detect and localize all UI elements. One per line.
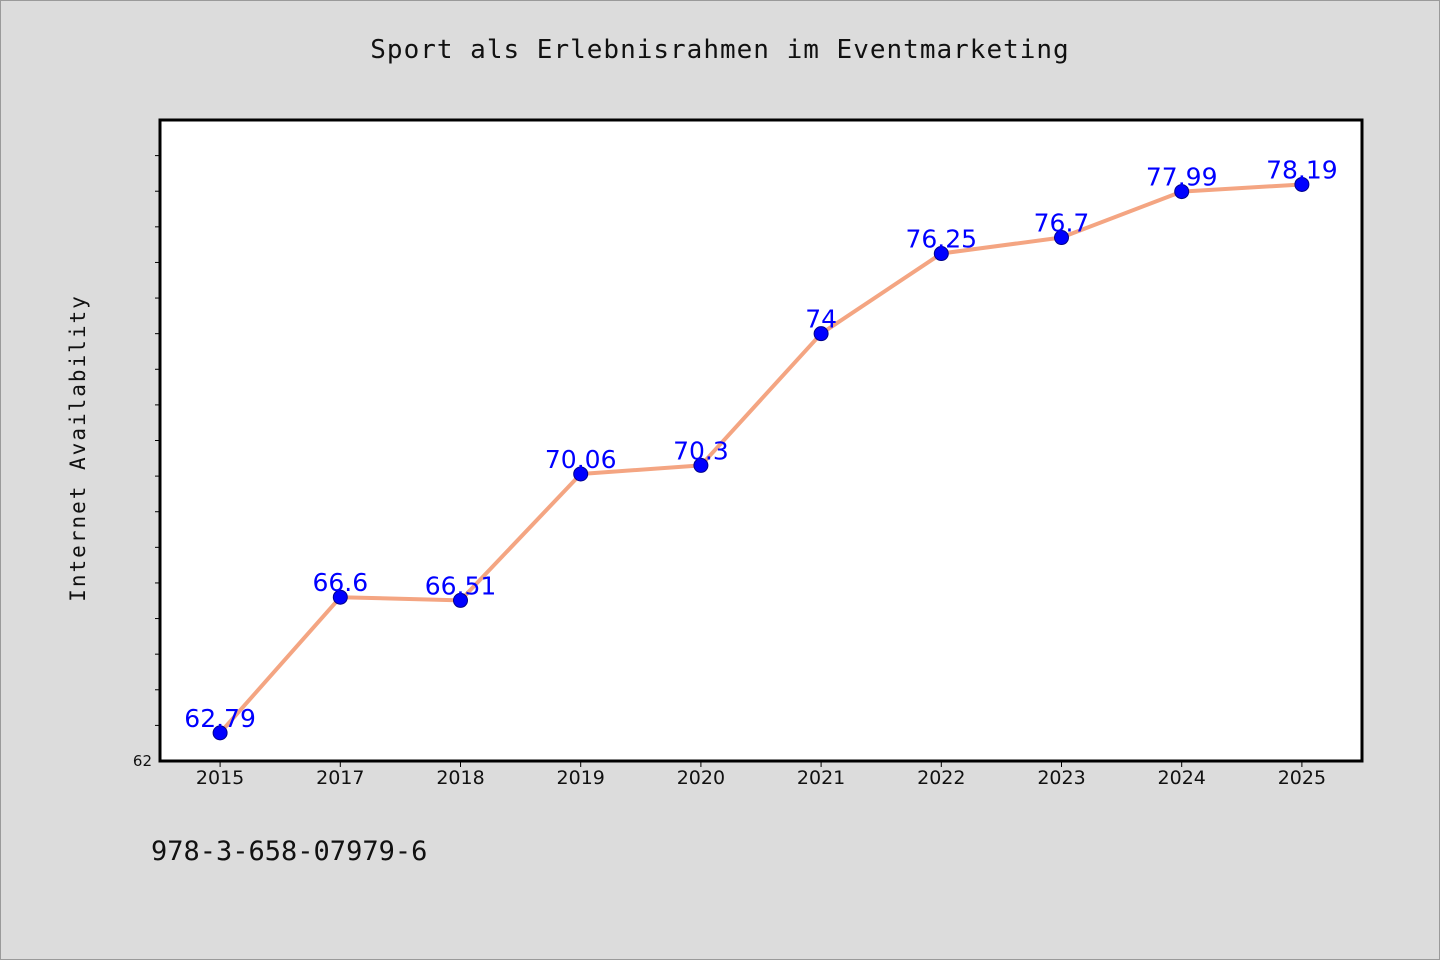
x-tick-label: 2018 [436,767,484,789]
data-label: 76.7 [1034,209,1090,238]
data-point [1054,230,1069,246]
data-label: 66.6 [312,568,368,597]
data-label: 76.25 [906,225,978,254]
data-label: 66.51 [425,571,497,600]
x-tick-label: 2017 [316,767,364,789]
data-point [453,592,468,608]
data-point [573,466,589,482]
chart-title: Sport als Erlebnisrahmen im Eventmarketi… [370,35,1070,65]
data-point [1174,184,1190,200]
data-label: 78.19 [1266,155,1338,184]
x-tick-label: 2019 [557,767,605,789]
x-tick-label: 2022 [917,767,965,789]
data-label: 70.06 [545,445,617,474]
data-label: 77.99 [1146,163,1218,192]
data-label: 70.3 [673,436,729,465]
x-tick-label: 2025 [1278,767,1326,789]
isbn-footer: 978-3-658-07979-6 [151,836,428,867]
series-line [218,182,1303,735]
x-tick-label: 2024 [1158,767,1206,789]
data-point [933,246,949,262]
x-tick-label: 2020 [677,767,725,789]
data-point [693,457,709,473]
x-tick-label: 2015 [196,767,244,789]
data-label: 74 [805,305,837,334]
data-point [212,725,228,741]
data-label: 62.79 [184,704,256,733]
data-point [332,589,348,605]
x-tick-label: 2023 [1037,767,1085,789]
plot-area [158,118,1364,763]
y-tick-label: 62 [133,752,152,770]
x-tick-label: 2021 [797,767,845,789]
data-point [813,326,829,342]
data-point [1294,176,1310,192]
